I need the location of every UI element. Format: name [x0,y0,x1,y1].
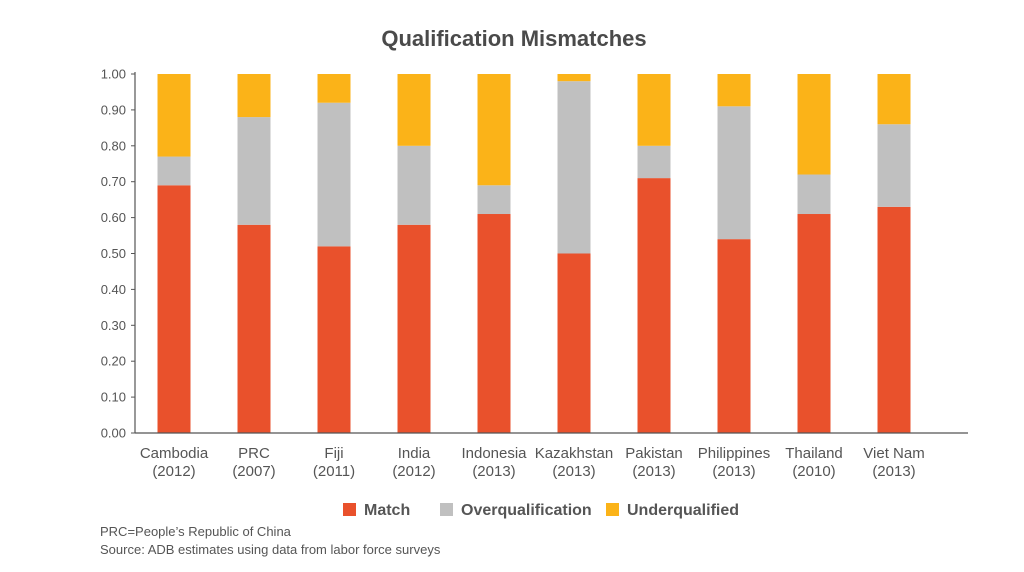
y-axis: 0.00 0.10 0.20 0.30 0.40 0.50 0.60 0.70 0.80 0.90… [101,67,136,441]
x-category-year: (2011) [313,463,355,480]
y-tick-label: 1.00 [101,67,126,82]
legend: Match Overqualification Underqualified [343,502,739,519]
bar-match-thailand [797,214,831,433]
bar-overqualification-kazakhstan [557,81,591,254]
abbreviation-note: PRC=People’s Republic of China [100,524,292,539]
bar-overqualification-pakistan [637,145,671,179]
bar-match-viet-nam [877,206,911,433]
x-category-label: Philippines [698,445,771,462]
y-tick-label: 0.80 [101,138,126,153]
y-tick-label: 0.40 [101,282,126,297]
legend-label-overqualification: Overqualification [461,502,592,519]
x-category-year: (2012) [392,463,435,480]
chart-title: Qualification Mismatches [381,26,646,51]
legend-swatch-match [343,503,356,516]
x-category-label: Viet Nam [863,445,924,462]
bar-overqualification-viet-nam [877,124,911,207]
y-tick-label: 0.90 [101,102,126,117]
bar-overqualification-fiji [317,102,351,247]
bar-underqualified-fiji [317,74,351,103]
y-tick-label: 0.10 [101,390,126,405]
bar-underqualified-india [397,74,431,146]
bar-underqualified-pakistan [637,74,671,146]
bar-overqualification-prc [237,117,271,225]
x-category-label: Pakistan [625,445,683,462]
bar-underqualified-viet-nam [877,74,911,125]
bar-match-indonesia [477,214,511,433]
x-category-year: (2013) [712,463,755,480]
x-category-label: Fiji [324,445,343,462]
bar-overqualification-indonesia [477,185,511,215]
bar-underqualified-kazakhstan [557,74,591,82]
y-tick-label: 0.00 [101,426,126,441]
bar-overqualification-cambodia [157,156,191,186]
y-tick-label: 0.50 [101,246,126,261]
x-category-label: Kazakhstan [535,445,613,462]
y-tick-label: 0.30 [101,318,126,333]
source-note: Source: ADB estimates using data from la… [100,542,441,557]
y-tick-label: 0.20 [101,354,126,369]
x-category-year: (2013) [472,463,515,480]
bar-match-cambodia [157,185,191,433]
x-category-label: Thailand [785,445,843,462]
bar-match-philippines [717,239,751,433]
bars-group [157,74,911,433]
x-category-year: (2010) [792,463,835,480]
bar-overqualification-philippines [717,106,751,240]
bar-match-prc [237,224,271,433]
x-category-year: (2013) [872,463,915,480]
x-category-year: (2012) [152,463,195,480]
x-category-label: PRC [238,445,270,462]
bar-match-pakistan [637,178,671,433]
bar-match-kazakhstan [557,253,591,433]
legend-label-match: Match [364,502,410,519]
legend-swatch-overqualification [440,503,453,516]
x-axis: Cambodia(2012)PRC(2007)Fiji(2011)India(2… [135,432,968,480]
bar-underqualified-philippines [717,74,751,107]
legend-label-underqualified: Underqualified [627,502,739,519]
x-category-label: Indonesia [461,445,527,462]
legend-swatch-underqualified [606,503,619,516]
y-tick-label: 0.60 [101,210,126,225]
bar-match-fiji [317,246,351,433]
x-category-year: (2007) [232,463,275,480]
bar-underqualified-cambodia [157,74,191,157]
x-category-label: India [398,445,431,462]
bar-overqualification-india [397,145,431,225]
bar-overqualification-thailand [797,174,831,215]
x-category-year: (2013) [552,463,595,480]
bar-underqualified-prc [237,74,271,118]
bar-underqualified-indonesia [477,74,511,186]
x-category-year: (2013) [632,463,675,480]
y-tick-label: 0.70 [101,174,126,189]
x-category-label: Cambodia [140,445,209,462]
bar-match-india [397,224,431,433]
bar-underqualified-thailand [797,74,831,175]
